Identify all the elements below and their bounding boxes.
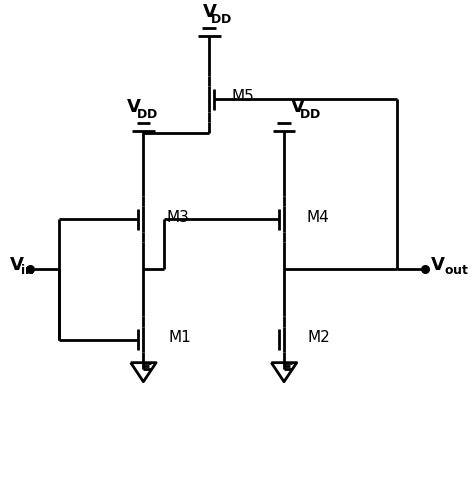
- Text: $\mathbf{V}$: $\mathbf{V}$: [9, 256, 25, 274]
- Text: $\mathbf{V}$: $\mathbf{V}$: [290, 98, 306, 116]
- Text: $\mathbf{V}$: $\mathbf{V}$: [127, 98, 142, 116]
- Text: M5: M5: [232, 89, 255, 104]
- Text: $\mathbf{DD}$: $\mathbf{DD}$: [210, 12, 231, 25]
- Text: $\mathbf{out}$: $\mathbf{out}$: [444, 264, 469, 276]
- Text: $\mathbf{V}$: $\mathbf{V}$: [430, 256, 446, 274]
- Text: $\mathbf{DD}$: $\mathbf{DD}$: [299, 108, 321, 121]
- Text: $\mathbf{in}$: $\mathbf{in}$: [20, 263, 35, 277]
- Text: $\mathbf{DD}$: $\mathbf{DD}$: [136, 108, 158, 121]
- Text: M1: M1: [168, 330, 191, 345]
- Text: $\mathbf{V}$: $\mathbf{V}$: [202, 3, 218, 21]
- Text: M4: M4: [307, 210, 329, 225]
- Text: M2: M2: [308, 330, 330, 345]
- Text: M3: M3: [167, 210, 190, 225]
